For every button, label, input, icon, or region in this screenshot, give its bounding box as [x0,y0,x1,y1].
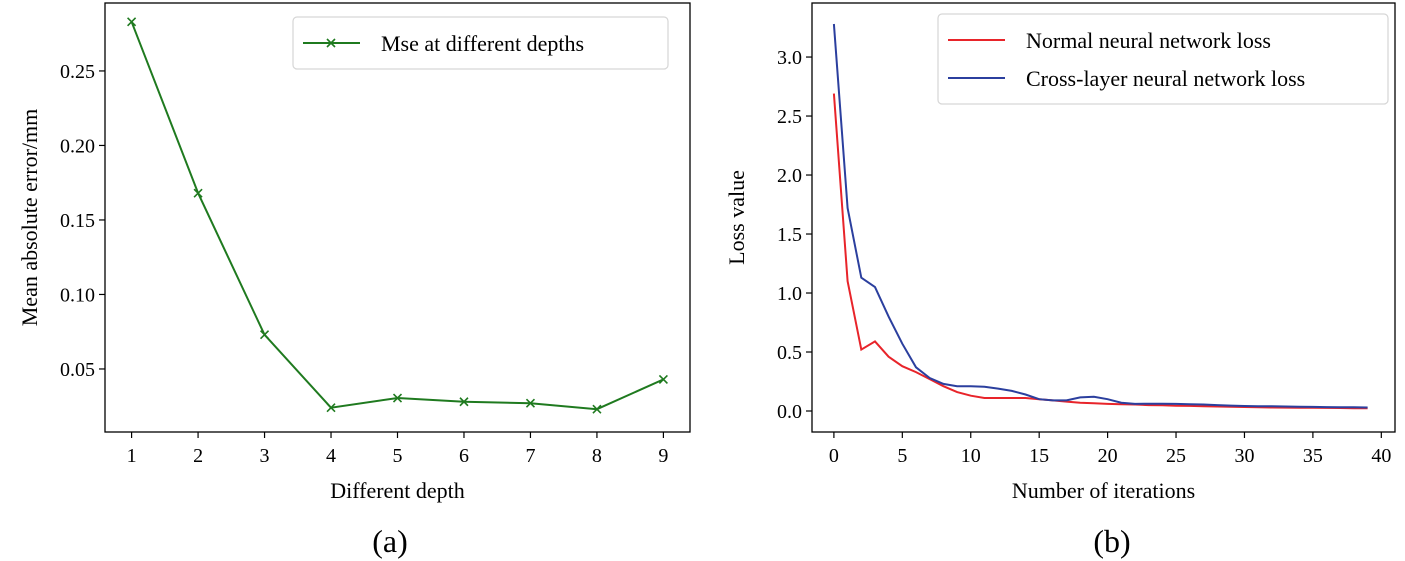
x-tick-label: 6 [459,445,469,467]
x-tick-label: 5 [393,445,403,467]
data-point-marker [592,404,602,414]
x-axis-label: Number of iterations [1012,478,1195,503]
legend-label: Normal neural network loss [1026,28,1271,53]
x-tick-label: 40 [1371,445,1391,467]
legend-box [292,16,669,70]
y-tick-label: 2.5 [777,106,802,128]
x-tick-label: 9 [658,445,668,467]
x-tick-label: 15 [1029,445,1049,467]
legend-marker [326,38,336,48]
x-tick-label: 10 [961,445,981,467]
y-tick-label: 0.05 [60,359,95,381]
y-tick-label: 0.0 [777,401,802,423]
series-line-1 [130,21,664,411]
x-tick-label: 20 [1098,445,1118,467]
data-point-marker [392,393,403,403]
data-point-marker [193,188,203,198]
data-point-marker [459,397,469,407]
y-axis-label: Mean absolute error/mm [17,109,42,327]
series-line-1 [832,93,1368,410]
y-tick-label: 0.5 [777,342,802,364]
x-tick-label: 25 [1166,445,1186,467]
y-tick-label: 1.0 [777,283,802,305]
legend-label: Cross-layer neural network loss [1026,66,1305,91]
axes-frame [811,2,1396,433]
x-tick-label: 4 [326,445,336,467]
series-line-2 [832,23,1368,409]
data-point-marker [326,403,336,413]
x-tick-label: 30 [1234,445,1254,467]
y-tick-label: 0.20 [60,135,95,157]
subfigure-caption: (a) [372,523,408,559]
y-tick-label: 0.25 [60,61,95,83]
subfigure-caption: (b) [1093,523,1130,559]
y-tick-label: 0.10 [60,284,95,306]
data-point-marker [525,398,536,408]
x-tick-label: 8 [592,445,602,467]
x-tick-label: 35 [1303,445,1323,467]
x-tick-label: 3 [260,445,270,467]
y-tick-label: 3.0 [777,47,802,69]
data-point-marker [259,330,270,340]
legend-box [937,13,1389,105]
x-tick-label: 0 [829,445,839,467]
x-axis-label: Different depth [330,478,465,503]
y-tick-label: 2.0 [777,165,802,187]
y-tick-label: 1.5 [777,224,802,246]
x-tick-label: 2 [193,445,203,467]
y-axis-label: Loss value [724,170,749,265]
x-tick-label: 7 [525,445,535,467]
y-tick-label: 0.15 [60,210,95,232]
legend-label: Mse at different depths [381,31,584,56]
x-tick-label: 5 [897,445,907,467]
x-tick-label: 1 [127,445,137,467]
data-point-marker [127,17,137,27]
data-point-marker [658,374,668,384]
